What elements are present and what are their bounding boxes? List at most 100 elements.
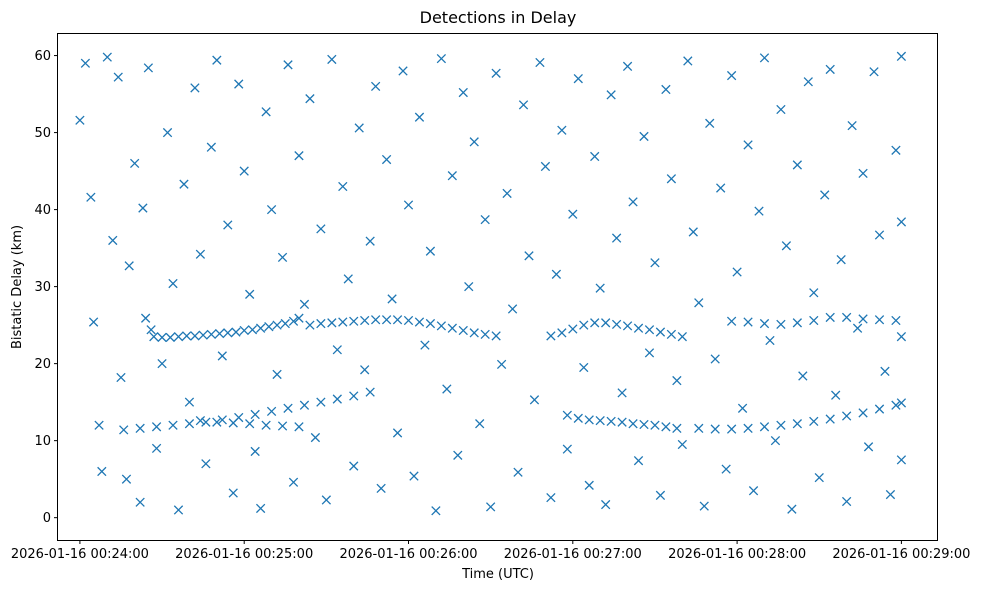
data-point-218 xyxy=(650,258,660,268)
data-point-20 xyxy=(294,313,304,323)
data-point-165 xyxy=(360,365,370,375)
y-tick-label-2: 20 xyxy=(34,357,51,372)
data-point-130 xyxy=(168,278,178,289)
data-point-138 xyxy=(212,55,222,65)
data-points xyxy=(75,51,907,516)
data-point-156 xyxy=(310,432,321,443)
data-point-251 xyxy=(831,390,841,400)
data-point-246 xyxy=(803,77,813,87)
data-point-159 xyxy=(327,54,337,65)
data-point-13 xyxy=(239,325,249,336)
data-point-78 xyxy=(365,387,375,397)
data-point-227 xyxy=(699,501,709,511)
x-tick-label-2: 2026-01-16 00:26:00 xyxy=(339,547,477,562)
data-point-153 xyxy=(294,151,304,161)
data-point-64 xyxy=(135,423,145,433)
data-point-157 xyxy=(316,224,326,234)
data-point-154 xyxy=(299,299,310,309)
data-point-22 xyxy=(316,318,326,329)
data-point-255 xyxy=(852,323,863,333)
data-point-217 xyxy=(644,348,655,358)
data-point-115 xyxy=(94,420,104,430)
data-point-266 xyxy=(896,455,907,465)
data-point-162 xyxy=(343,274,353,284)
data-point-239 xyxy=(765,335,775,346)
data-point-145 xyxy=(250,446,260,457)
data-point-172 xyxy=(398,66,408,76)
data-point-196 xyxy=(529,395,540,405)
data-point-66 xyxy=(168,420,178,430)
data-point-206 xyxy=(584,480,594,490)
data-point-29 xyxy=(392,315,403,325)
data-point-83 xyxy=(261,420,271,430)
data-point-125 xyxy=(138,203,148,213)
data-point-230 xyxy=(716,183,726,193)
data-point-95 xyxy=(661,422,671,432)
y-tick-label-5: 50 xyxy=(34,126,51,141)
data-point-252 xyxy=(836,254,846,265)
data-point-182 xyxy=(453,450,463,460)
data-point-2 xyxy=(149,332,159,342)
data-point-203 xyxy=(568,209,578,219)
data-point-38 xyxy=(491,331,501,341)
data-point-11 xyxy=(223,328,233,338)
x-axis: 2026-01-16 00:24:00 2026-01-16 00:25:00 20… xyxy=(11,540,970,562)
data-point-27 xyxy=(370,315,381,325)
data-point-195 xyxy=(524,251,534,261)
data-point-55 xyxy=(776,319,786,330)
data-point-207 xyxy=(590,151,600,162)
data-point-177 xyxy=(425,246,436,256)
data-point-39 xyxy=(546,331,556,341)
data-point-158 xyxy=(321,495,332,505)
data-point-161 xyxy=(338,181,348,192)
y-tick-label-1: 10 xyxy=(34,434,51,449)
data-point-17 xyxy=(272,320,282,330)
data-point-235 xyxy=(743,140,753,150)
data-point-134 xyxy=(190,83,200,93)
data-point-107 xyxy=(858,408,868,418)
data-point-174 xyxy=(409,471,419,481)
data-point-5 xyxy=(173,332,184,342)
data-point-126 xyxy=(143,63,154,73)
data-point-221 xyxy=(666,174,677,184)
data-point-197 xyxy=(535,57,545,68)
data-point-152 xyxy=(288,477,299,487)
data-point-133 xyxy=(184,397,195,407)
data-point-7 xyxy=(190,331,200,341)
data-point-98 xyxy=(710,424,720,434)
data-point-111 xyxy=(75,115,85,125)
data-point-232 xyxy=(726,70,737,81)
data-point-169 xyxy=(381,154,392,165)
data-point-61 xyxy=(874,315,885,325)
data-point-91 xyxy=(617,417,627,427)
data-point-42 xyxy=(579,320,589,330)
data-point-50 xyxy=(666,329,677,340)
data-point-116 xyxy=(97,466,107,477)
data-point-25 xyxy=(349,316,359,326)
data-point-261 xyxy=(885,489,896,500)
data-point-250 xyxy=(825,64,835,75)
data-point-148 xyxy=(266,204,277,215)
data-point-259 xyxy=(874,230,885,240)
data-point-188 xyxy=(485,502,496,512)
data-point-117 xyxy=(102,52,112,62)
data-point-85 xyxy=(294,422,304,432)
data-point-65 xyxy=(151,422,162,432)
data-point-51 xyxy=(677,332,687,342)
data-point-56 xyxy=(792,318,803,328)
data-point-190 xyxy=(496,359,507,370)
data-point-228 xyxy=(705,118,715,128)
data-point-243 xyxy=(787,504,797,514)
data-point-225 xyxy=(688,227,698,237)
data-point-102 xyxy=(776,420,786,430)
data-point-219 xyxy=(655,490,666,500)
data-point-144 xyxy=(245,289,255,299)
data-point-110 xyxy=(896,398,907,408)
data-point-237 xyxy=(754,206,764,216)
data-point-216 xyxy=(639,131,649,142)
data-point-94 xyxy=(650,420,660,430)
data-point-233 xyxy=(732,267,742,277)
data-point-215 xyxy=(633,456,644,466)
data-point-36 xyxy=(469,328,479,338)
